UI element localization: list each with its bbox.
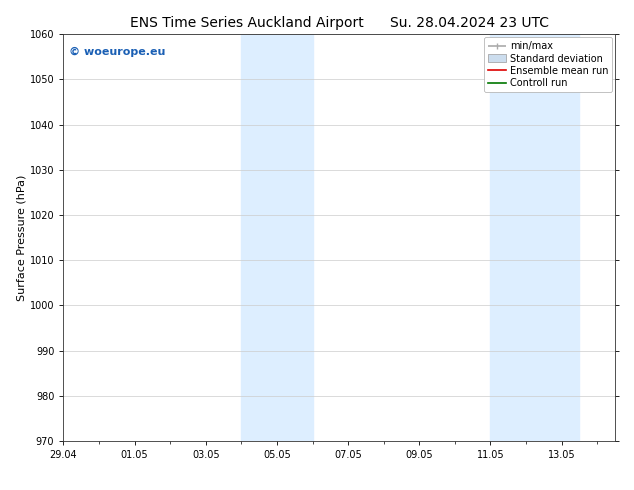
Title: ENS Time Series Auckland Airport      Su. 28.04.2024 23 UTC: ENS Time Series Auckland Airport Su. 28.… (130, 16, 548, 30)
Y-axis label: Surface Pressure (hPa): Surface Pressure (hPa) (17, 174, 27, 301)
Bar (242, 34, 313, 441)
Bar (491, 34, 579, 441)
Text: © woeurope.eu: © woeurope.eu (69, 47, 165, 56)
Legend: min/max, Standard deviation, Ensemble mean run, Controll run: min/max, Standard deviation, Ensemble me… (484, 37, 612, 92)
